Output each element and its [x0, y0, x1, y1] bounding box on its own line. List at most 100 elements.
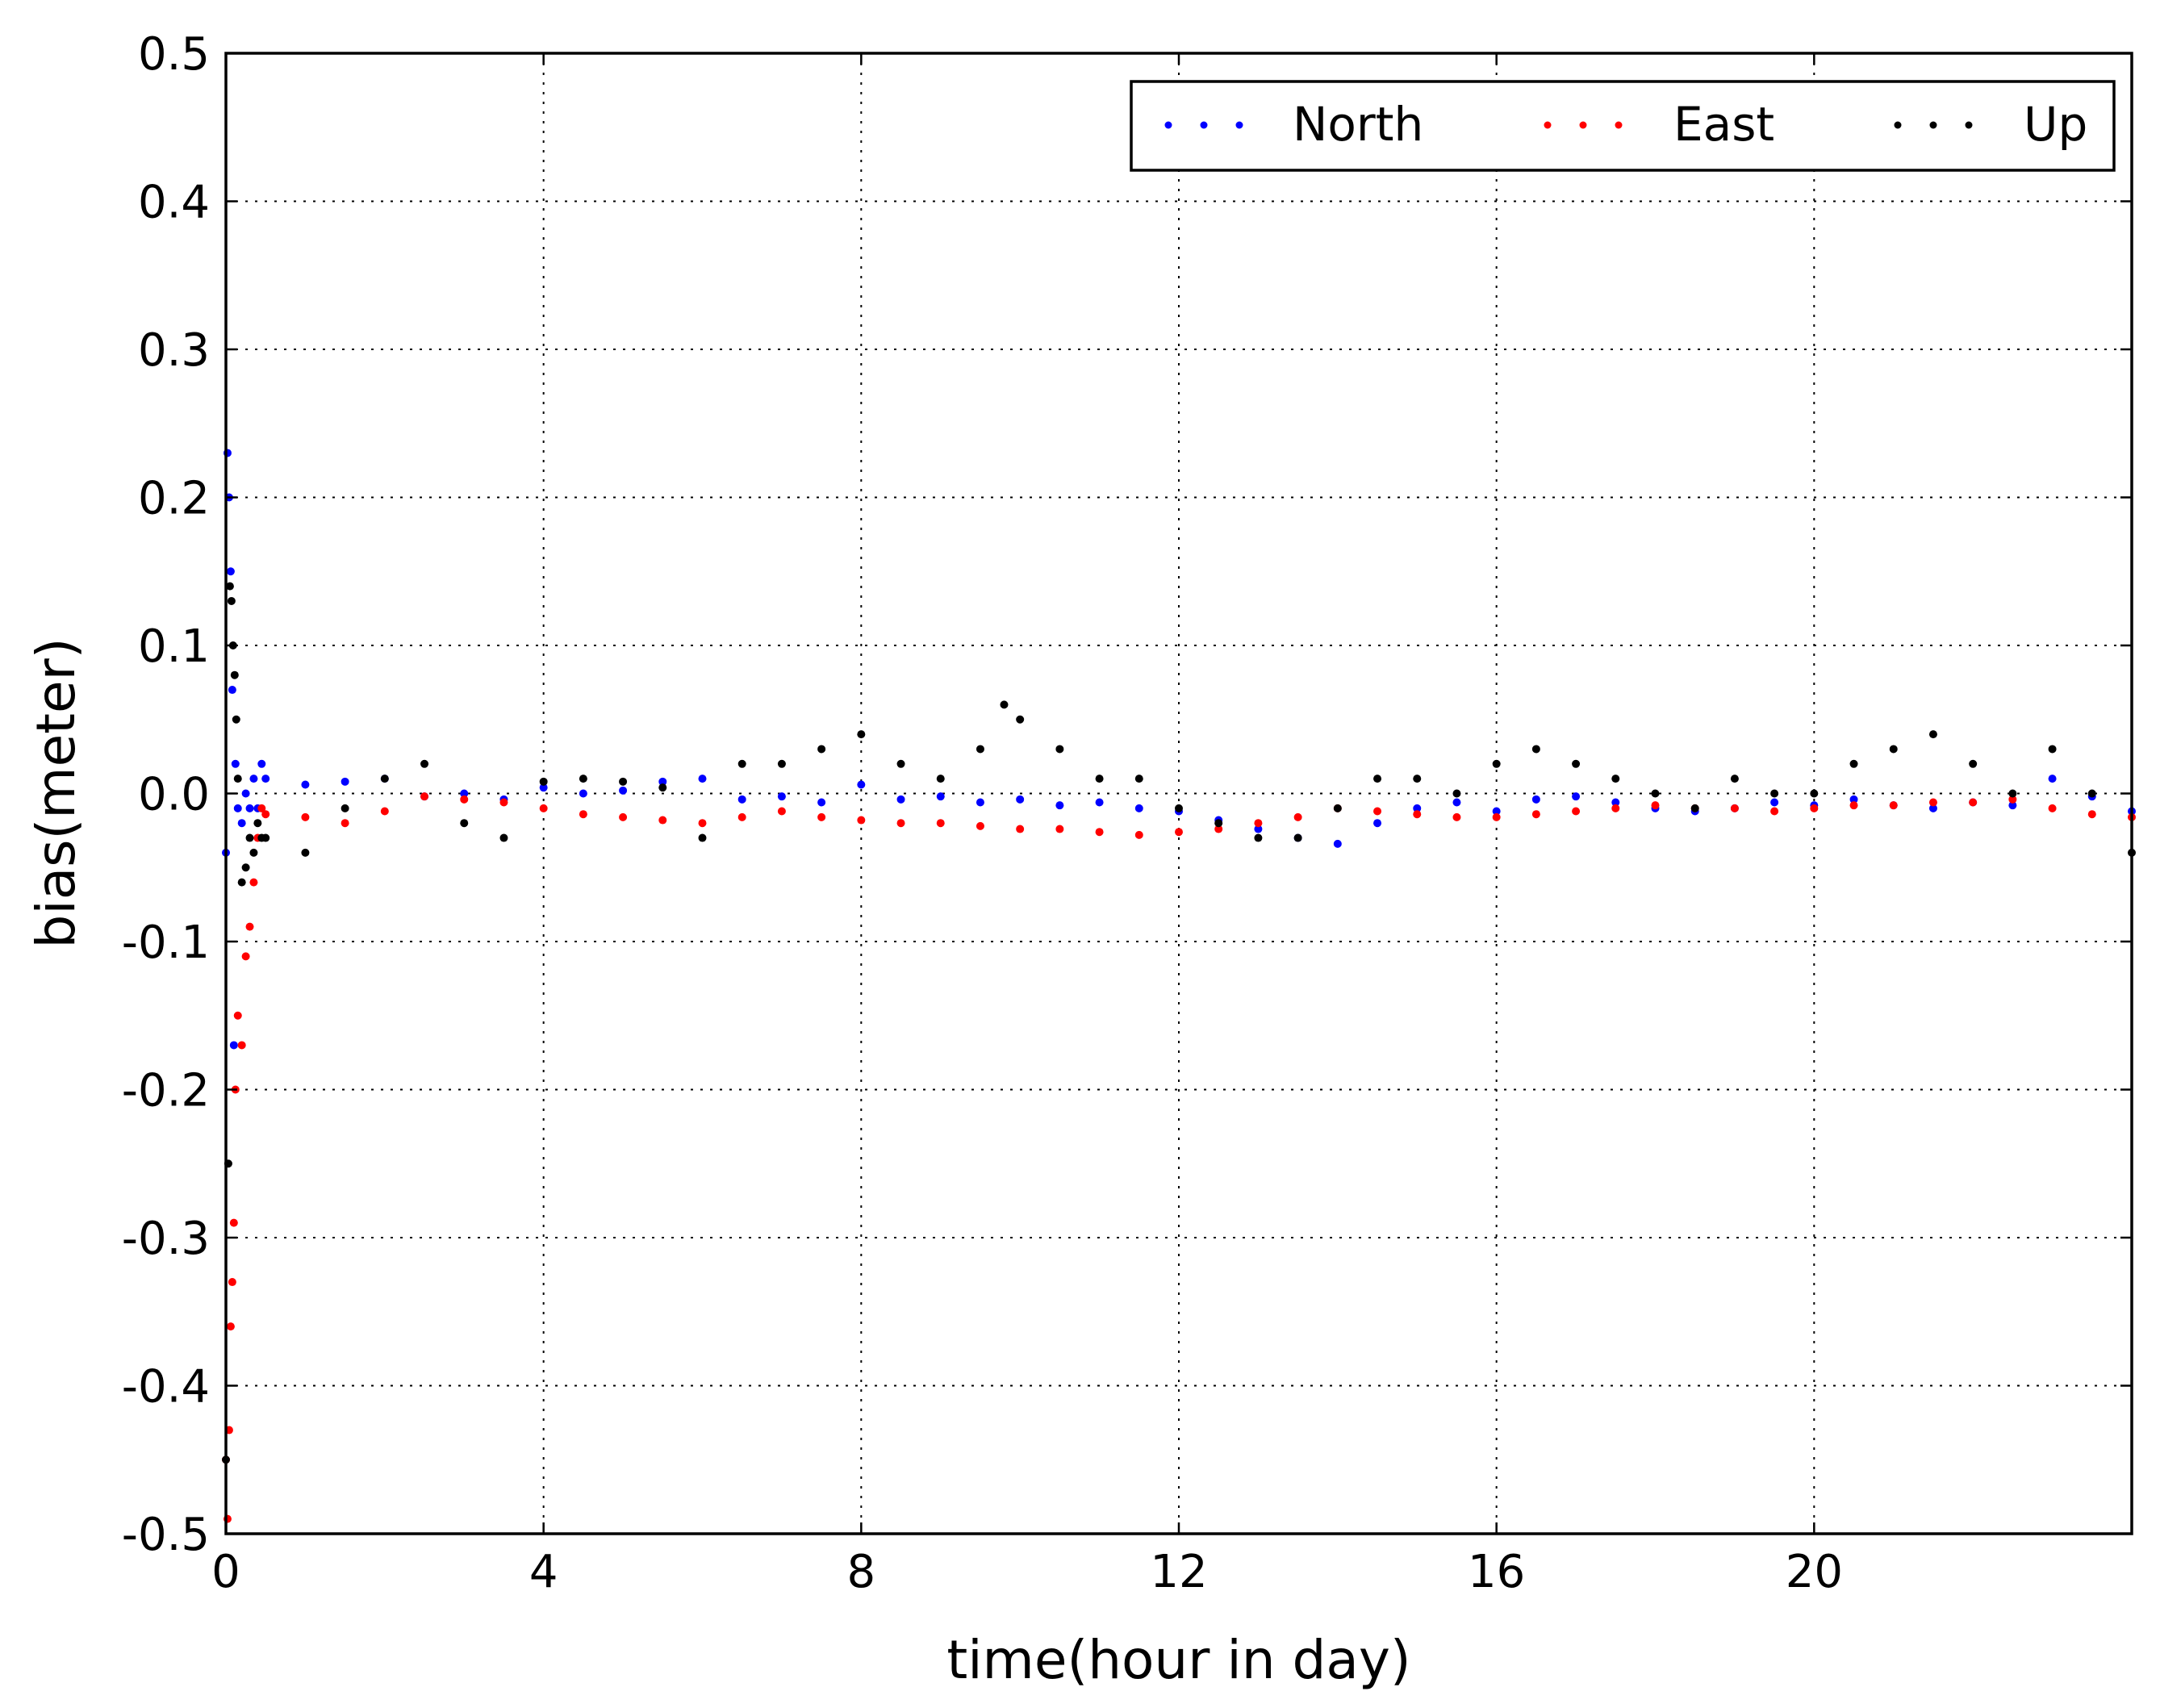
- y-tick-label: 0.2: [138, 473, 210, 525]
- point-north: [579, 789, 587, 798]
- point-east: [737, 812, 746, 821]
- legend-markers: [1164, 121, 1973, 129]
- point-east: [1770, 807, 1779, 816]
- point-up: [1214, 819, 1223, 828]
- point-up: [1810, 789, 1819, 798]
- point-north: [1770, 798, 1779, 807]
- legend-label-east: East: [1673, 97, 1774, 152]
- point-up: [1572, 759, 1581, 768]
- point-north: [1095, 798, 1104, 807]
- point-east: [817, 812, 826, 821]
- point-north: [237, 819, 246, 828]
- point-east: [420, 792, 429, 801]
- point-north: [619, 786, 628, 795]
- point-east: [237, 1041, 246, 1050]
- point-up: [976, 745, 984, 754]
- point-up: [1531, 745, 1540, 754]
- point-up: [1452, 789, 1461, 798]
- point-up: [619, 777, 628, 786]
- point-north: [1055, 801, 1064, 810]
- legend-marker-east: [1615, 121, 1623, 129]
- point-east: [1730, 804, 1739, 812]
- legend-label-up: Up: [2024, 97, 2087, 152]
- point-north: [1373, 819, 1382, 828]
- legend-marker-north: [1200, 121, 1208, 129]
- point-east: [245, 922, 254, 931]
- point-north: [698, 775, 707, 783]
- point-north: [2048, 775, 2057, 783]
- point-east: [241, 952, 250, 961]
- point-up: [420, 759, 429, 768]
- x-axis-label: time(hour in day): [946, 1629, 1410, 1691]
- point-east: [2008, 795, 2017, 804]
- legend-marker-east: [1579, 121, 1587, 129]
- y-tick-label: 0.0: [138, 769, 210, 821]
- point-east: [233, 1011, 242, 1020]
- point-north: [777, 792, 786, 801]
- point-north: [231, 759, 240, 768]
- point-up: [232, 715, 240, 724]
- point-up: [857, 730, 866, 739]
- point-north: [233, 804, 242, 812]
- point-north: [1849, 795, 1858, 804]
- x-tick-label: 20: [1786, 1546, 1843, 1598]
- point-up: [539, 777, 548, 786]
- y-tick-label: -0.3: [122, 1213, 210, 1265]
- point-up: [1690, 804, 1699, 812]
- point-up: [230, 670, 239, 679]
- point-east: [301, 812, 310, 821]
- point-east: [1175, 828, 1183, 837]
- point-east: [896, 819, 905, 828]
- point-up: [817, 745, 826, 754]
- x-tick-label: 12: [1150, 1546, 1207, 1598]
- y-tick-label: 0.3: [138, 324, 210, 377]
- point-east: [2048, 804, 2057, 812]
- x-tick-label: 4: [529, 1546, 558, 1598]
- legend-label-north: North: [1293, 97, 1423, 152]
- point-east: [1651, 801, 1660, 810]
- legend-marker-north: [1235, 121, 1243, 129]
- x-tick-label: 0: [211, 1546, 240, 1598]
- series-east: [222, 792, 2136, 1523]
- point-up: [1651, 789, 1660, 798]
- point-north: [1928, 804, 1937, 812]
- point-north: [1016, 795, 1025, 804]
- point-east: [1413, 810, 1422, 819]
- point-north: [1572, 792, 1581, 801]
- point-east: [1572, 807, 1581, 816]
- point-up: [777, 759, 786, 768]
- point-east: [229, 1218, 238, 1227]
- point-north: [241, 789, 250, 798]
- point-east: [619, 812, 628, 821]
- point-east: [698, 819, 707, 828]
- legend-marker-east: [1544, 121, 1552, 129]
- point-up: [698, 833, 707, 842]
- point-north: [1134, 804, 1143, 812]
- point-east: [380, 807, 389, 816]
- point-north: [737, 795, 746, 804]
- point-up: [499, 833, 508, 842]
- y-tick-label: -0.5: [122, 1509, 210, 1561]
- point-north: [1254, 825, 1263, 833]
- legend-box: [1130, 80, 2116, 172]
- point-north: [658, 777, 667, 786]
- point-up: [237, 878, 246, 887]
- point-east: [857, 816, 866, 825]
- point-up: [1134, 775, 1143, 783]
- point-up: [341, 804, 349, 812]
- point-up: [1611, 775, 1620, 783]
- point-up: [301, 848, 310, 857]
- point-north: [226, 567, 235, 576]
- point-east: [228, 1278, 236, 1287]
- point-east: [777, 807, 786, 816]
- legend-marker-up: [1894, 121, 1902, 129]
- point-east: [1452, 812, 1461, 821]
- legend: North East Up: [1130, 80, 2116, 172]
- point-up: [1730, 775, 1739, 783]
- point-up: [1055, 745, 1064, 754]
- x-tick-label: 16: [1468, 1546, 1525, 1598]
- point-east: [1928, 798, 1937, 807]
- point-up: [380, 775, 389, 783]
- point-north: [460, 789, 469, 798]
